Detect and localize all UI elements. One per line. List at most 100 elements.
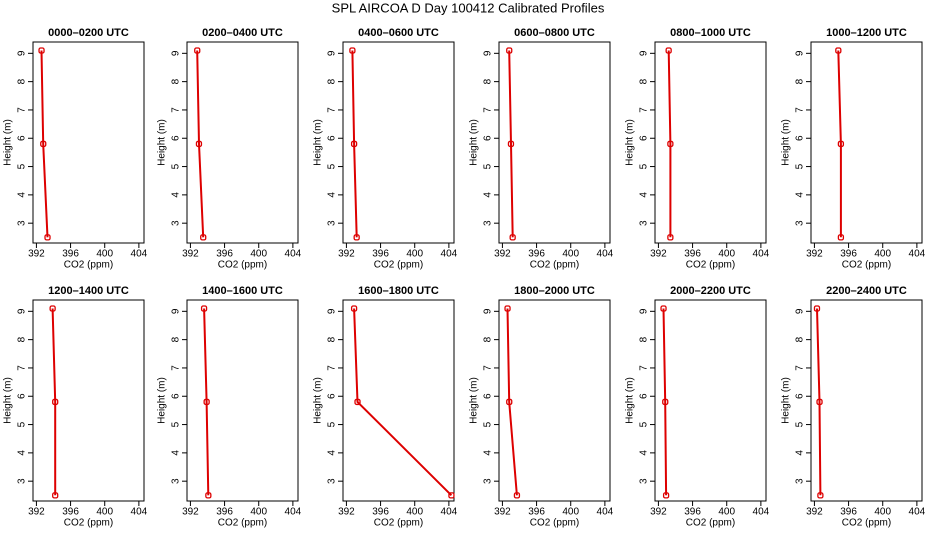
y-tick-label: 6 bbox=[795, 135, 806, 141]
y-tick-label: 3 bbox=[483, 220, 494, 226]
y-tick-label: 6 bbox=[639, 393, 650, 399]
x-tick-label: 392 bbox=[806, 507, 823, 518]
y-tick-label: 5 bbox=[639, 163, 650, 169]
y-tick-label: 7 bbox=[17, 365, 28, 371]
profile-point bbox=[350, 140, 358, 148]
x-axis-label: CO2 (ppm) bbox=[374, 260, 423, 271]
y-tick-label: 7 bbox=[17, 107, 28, 113]
y-tick-label: 9 bbox=[639, 308, 650, 314]
y-tick-label: 6 bbox=[483, 135, 494, 141]
profile-point bbox=[837, 234, 845, 241]
y-tick-label: 7 bbox=[483, 107, 494, 113]
y-tick-label: 3 bbox=[639, 220, 650, 226]
x-tick-label: 396 bbox=[528, 507, 545, 518]
panel-title: 1800–2000 UTC bbox=[514, 285, 595, 297]
y-tick-label: 6 bbox=[327, 393, 338, 399]
profile-point bbox=[835, 47, 842, 54]
panel: 1000–1200 UTC 392 396 400 404 3 4 5 6 7 8 9 CO2 (ppm… bbox=[781, 27, 926, 271]
profile-line bbox=[353, 308, 453, 497]
x-tick-label: 396 bbox=[840, 507, 857, 518]
x-tick-label: 404 bbox=[597, 249, 614, 260]
x-tick-label: 396 bbox=[62, 249, 79, 260]
x-tick-label: 404 bbox=[753, 249, 770, 260]
profile-line bbox=[837, 50, 842, 238]
y-tick-label: 6 bbox=[483, 393, 494, 399]
page-title: SPL AIRCOA D Day 100412 Calibrated Profi… bbox=[332, 0, 605, 15]
y-tick-label: 8 bbox=[639, 336, 650, 342]
profile-point bbox=[504, 305, 511, 312]
panel: 1200–1400 UTC 392 396 400 404 3 4 5 6 7 8 9 CO2 (ppm… bbox=[3, 285, 148, 529]
y-tick-label: 5 bbox=[17, 421, 28, 427]
x-axis-label: CO2 (ppm) bbox=[64, 518, 113, 529]
y-tick-label: 6 bbox=[171, 135, 182, 141]
profile-point bbox=[660, 305, 667, 312]
y-tick-label: 9 bbox=[171, 50, 182, 56]
profile-point bbox=[662, 398, 669, 406]
profile-point bbox=[350, 305, 358, 312]
y-tick-label: 8 bbox=[639, 78, 650, 84]
plot-frame bbox=[498, 41, 611, 244]
x-axis-label: CO2 (ppm) bbox=[218, 518, 267, 529]
x-tick-label: 392 bbox=[28, 249, 45, 260]
plot-frame bbox=[810, 299, 923, 502]
y-tick-label: 9 bbox=[795, 50, 806, 56]
x-tick-label: 404 bbox=[441, 249, 458, 260]
x-axis-label: CO2 (ppm) bbox=[218, 260, 267, 271]
y-axis-label: Height (m) bbox=[313, 377, 324, 424]
profile-line bbox=[351, 50, 358, 238]
y-tick-label: 6 bbox=[17, 135, 28, 141]
y-tick-label: 6 bbox=[639, 135, 650, 141]
y-axis-label: Height (m) bbox=[313, 119, 324, 166]
profile-point bbox=[817, 492, 824, 499]
y-tick-label: 3 bbox=[171, 478, 182, 484]
y-tick-label: 8 bbox=[483, 336, 494, 342]
profile-point bbox=[507, 140, 515, 148]
plot-frame bbox=[342, 41, 455, 244]
y-tick-label: 5 bbox=[795, 163, 806, 169]
profile-point bbox=[38, 47, 45, 54]
x-tick-label: 396 bbox=[372, 249, 389, 260]
y-tick-label: 4 bbox=[171, 450, 182, 456]
plot-frame bbox=[32, 299, 145, 502]
x-tick-label: 392 bbox=[650, 249, 667, 260]
y-axis-label: Height (m) bbox=[3, 119, 14, 166]
panel-title: 0200–0400 UTC bbox=[202, 27, 283, 39]
x-tick-label: 400 bbox=[406, 249, 423, 260]
profile-line bbox=[667, 50, 672, 238]
y-tick-label: 5 bbox=[327, 163, 338, 169]
y-tick-label: 8 bbox=[17, 78, 28, 84]
y-tick-label: 7 bbox=[639, 107, 650, 113]
y-tick-label: 7 bbox=[327, 107, 338, 113]
y-axis-label: Height (m) bbox=[469, 377, 480, 424]
profile-line bbox=[506, 308, 518, 496]
y-tick-label: 3 bbox=[795, 478, 806, 484]
x-tick-label: 404 bbox=[131, 507, 148, 518]
y-tick-label: 4 bbox=[639, 450, 650, 456]
profile-point bbox=[506, 398, 513, 406]
panel-title: 1400–1600 UTC bbox=[202, 285, 283, 297]
profile-point bbox=[509, 234, 516, 241]
panel: 1600–1800 UTC 392 396 400 404 3 4 5 6 7 8 9 CO2 (ppm… bbox=[313, 285, 458, 529]
x-tick-label: 396 bbox=[684, 249, 701, 260]
plot-frame bbox=[342, 299, 455, 502]
x-tick-label: 400 bbox=[96, 507, 113, 518]
profile-line bbox=[40, 50, 49, 238]
y-tick-label: 9 bbox=[639, 50, 650, 56]
plot-frame bbox=[654, 41, 767, 244]
y-tick-label: 6 bbox=[327, 135, 338, 141]
y-tick-label: 4 bbox=[483, 450, 494, 456]
panel-title: 0400–0600 UTC bbox=[358, 27, 439, 39]
y-tick-label: 8 bbox=[327, 78, 338, 84]
panel-title: 1600–1800 UTC bbox=[358, 285, 439, 297]
plot-frame bbox=[810, 41, 923, 244]
y-axis-label: Height (m) bbox=[469, 119, 480, 166]
profile-point bbox=[506, 47, 513, 54]
x-tick-label: 400 bbox=[96, 249, 113, 260]
y-axis-label: Height (m) bbox=[625, 119, 636, 166]
y-tick-label: 5 bbox=[171, 421, 182, 427]
x-tick-label: 396 bbox=[684, 507, 701, 518]
y-tick-label: 9 bbox=[327, 308, 338, 314]
panel: 1400–1600 UTC 392 396 400 404 3 4 5 6 7 8 9 CO2 (ppm… bbox=[157, 285, 302, 529]
y-tick-label: 3 bbox=[483, 478, 494, 484]
